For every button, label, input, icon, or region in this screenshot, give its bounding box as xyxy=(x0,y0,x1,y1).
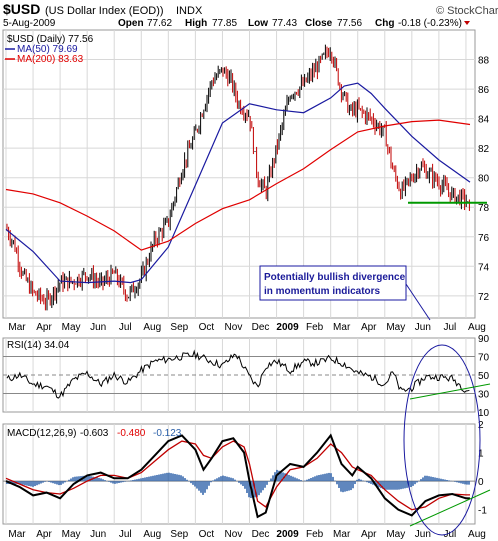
month-tick-label: Jun xyxy=(415,322,431,333)
month-tick-label: Sep xyxy=(170,322,188,333)
high-label: High xyxy=(185,18,207,29)
month-tick-label: Jun xyxy=(90,529,106,540)
month-tick-label: Mar xyxy=(333,529,351,540)
month-tick-label: May xyxy=(62,322,81,333)
low-label: Low xyxy=(248,18,268,29)
divergence-ellipse xyxy=(403,344,481,536)
month-tick-label: Jun xyxy=(90,322,106,333)
macd-ytick-label: 2 xyxy=(478,420,484,431)
month-tick-label: Feb xyxy=(306,322,324,333)
price-ytick-label: 76 xyxy=(478,233,490,244)
chg-label: Chg xyxy=(375,18,394,29)
month-tick-label: Jul xyxy=(443,322,456,333)
month-tick-label: Apr xyxy=(36,322,52,333)
price-ytick-label: 88 xyxy=(478,56,490,67)
month-tick-label: 2009 xyxy=(276,529,299,540)
macd-hist-legend: -0.123 xyxy=(153,428,182,439)
rsi-legend: RSI(14) 34.04 xyxy=(7,340,70,351)
high-value: 77.85 xyxy=(212,18,237,29)
month-tick-label: Oct xyxy=(199,322,215,333)
rsi-panel xyxy=(3,349,475,399)
price-ytick-label: 80 xyxy=(478,174,490,185)
month-tick-label: Feb xyxy=(306,529,324,540)
month-tick-label: Apr xyxy=(361,529,377,540)
rsi-ytick-label: 90 xyxy=(478,334,490,345)
close-label: Close xyxy=(305,18,333,29)
month-tick-label: Mar xyxy=(333,322,351,333)
macd-trendline xyxy=(409,489,491,527)
rsi-trendline xyxy=(409,383,491,400)
month-tick-label: Dec xyxy=(252,529,270,540)
price-ytick-label: 72 xyxy=(478,292,490,303)
month-tick-label: Dec xyxy=(252,322,270,333)
price-ytick-label: 74 xyxy=(478,262,490,273)
chg-value: -0.18 (-0.23%) xyxy=(398,18,462,29)
annotation-pointer xyxy=(405,283,431,321)
month-tick-label: Nov xyxy=(225,529,243,540)
macd-legend-title: MACD(12,26,9) xyxy=(7,428,76,439)
month-tick-label: Mar xyxy=(8,529,26,540)
watermark: © StockCharts.com xyxy=(436,5,498,17)
month-tick-label: Jul xyxy=(443,529,456,540)
price-panel xyxy=(5,44,487,311)
month-tick-label: Apr xyxy=(36,529,52,540)
month-tick-label: Aug xyxy=(143,322,161,333)
rsi-ytick-label: 70 xyxy=(478,353,490,364)
month-tick-label: Oct xyxy=(199,529,215,540)
macd-ytick-label: 0 xyxy=(478,477,484,488)
chart-symbol: $USD xyxy=(3,1,40,17)
month-tick-label: Aug xyxy=(468,322,486,333)
price-ytick-label: 84 xyxy=(478,115,490,126)
month-tick-label: 2009 xyxy=(276,322,299,333)
month-tick-label: May xyxy=(62,529,81,540)
chg-down-arrow-icon xyxy=(464,21,470,25)
month-tick-label: Mar xyxy=(8,322,26,333)
price-ytick-label: 78 xyxy=(478,203,490,214)
macd-signal-line xyxy=(5,440,470,511)
price-series-legend: $USD (Daily) 77.56 xyxy=(7,34,94,45)
close-value: 77.56 xyxy=(337,18,362,29)
month-tick-label: Nov xyxy=(225,322,243,333)
month-tick-label: Aug xyxy=(143,529,161,540)
ma200-line xyxy=(5,119,471,251)
month-tick-label: Sep xyxy=(170,529,188,540)
rsi-ytick-label: 10 xyxy=(478,408,490,419)
low-value: 77.43 xyxy=(272,18,297,29)
chart-symbol-name: (US Dollar Index (EOD)) xyxy=(45,5,164,17)
annotation-box xyxy=(259,265,407,301)
macd-signal-legend: -0.480 xyxy=(117,428,146,439)
price-ytick-label: 86 xyxy=(478,85,490,96)
rsi-line xyxy=(6,349,470,399)
annotation-line-1: Potentially bullish divergence xyxy=(264,272,406,283)
price-ytick-label: 82 xyxy=(478,144,490,155)
macd-panel-frame xyxy=(2,423,476,525)
ma200-legend: MA(200) 83.63 xyxy=(17,54,84,65)
macd-panel xyxy=(3,433,475,519)
chart-exchange: INDX xyxy=(176,5,203,17)
axis-labels: 72 74 76 78 80 82 84 86 88 Mar Apr May Jun Jul Aug Sep O… xyxy=(8,56,489,540)
month-tick-label: May xyxy=(386,529,405,540)
open-value: 77.62 xyxy=(147,18,172,29)
rsi-ytick-label: 30 xyxy=(478,390,490,401)
annotation-line-2: in momentum indicators xyxy=(264,286,381,297)
price-panel-frame xyxy=(2,29,476,319)
macd-ytick-label: 1 xyxy=(478,449,484,460)
open-label: Open xyxy=(118,18,144,29)
month-tick-label: Apr xyxy=(361,322,377,333)
month-tick-label: Jul xyxy=(119,529,132,540)
quote-date: 5-Aug-2009 xyxy=(3,18,56,29)
month-tick-label: Aug xyxy=(468,529,486,540)
ma50-line xyxy=(5,82,471,284)
macd-ytick-label: -1 xyxy=(478,506,487,517)
month-tick-label: May xyxy=(386,322,405,333)
macd-line xyxy=(5,433,471,519)
ma50-legend: MA(50) 79.69 xyxy=(17,44,78,55)
month-tick-label: Jul xyxy=(119,322,132,333)
rsi-ytick-label: 50 xyxy=(478,371,490,382)
macd-legend-value: -0.603 xyxy=(80,428,109,439)
month-tick-label: Jun xyxy=(415,529,431,540)
